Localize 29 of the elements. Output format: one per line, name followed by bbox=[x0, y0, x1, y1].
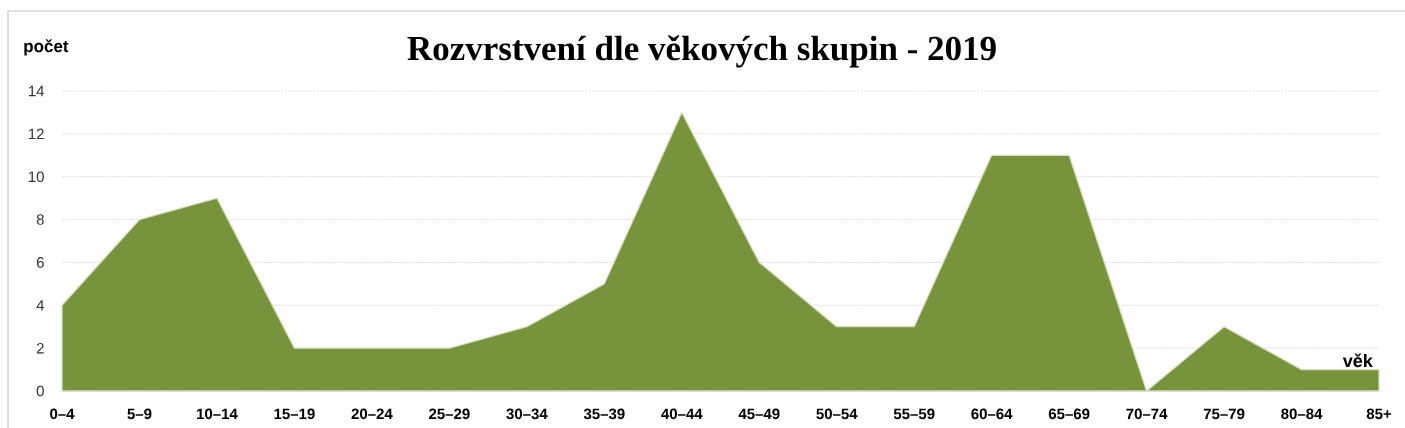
y-tick-label: 4 bbox=[36, 300, 45, 311]
x-tick-label: 20–24 bbox=[351, 408, 393, 420]
y-tick-label: 8 bbox=[36, 214, 44, 225]
x-tick-label: 25–29 bbox=[429, 408, 470, 420]
x-tick-label: 0–4 bbox=[50, 408, 75, 420]
y-tick-label: 14 bbox=[28, 85, 45, 97]
y-tick-label: 10 bbox=[28, 171, 44, 183]
x-tick-label: 40–44 bbox=[661, 408, 703, 420]
y-tick-label: 12 bbox=[28, 128, 44, 140]
x-tick-label: 15–19 bbox=[274, 408, 315, 420]
x-tick-label: 75–79 bbox=[1203, 408, 1245, 420]
x-tick-label: 80–84 bbox=[1281, 408, 1323, 420]
x-tick-label: 10–14 bbox=[197, 408, 238, 420]
x-tick-label: 70–74 bbox=[1126, 408, 1168, 420]
x-tick-label: 5–9 bbox=[127, 408, 152, 420]
x-tick-label: 50–54 bbox=[816, 408, 858, 420]
x-tick-label: 85+ bbox=[1366, 408, 1392, 420]
x-tick-label: 30–34 bbox=[506, 408, 548, 420]
x-tick-label: 60–64 bbox=[971, 408, 1013, 420]
x-tick-label: 45–49 bbox=[738, 408, 780, 420]
y-tick-label: 2 bbox=[36, 342, 44, 354]
y-axis-title: počet bbox=[24, 39, 69, 56]
y-tick-label: 0 bbox=[36, 385, 44, 397]
x-tick-label: 65–69 bbox=[1048, 408, 1090, 420]
x-tick-label: 55–59 bbox=[893, 408, 935, 420]
y-tick-label: 6 bbox=[36, 257, 44, 268]
chart-title: Rozvrstvení dle věkových skupin - 2019 bbox=[407, 35, 996, 68]
x-tick-label: 35–39 bbox=[583, 408, 625, 420]
x-axis-title: věk bbox=[1342, 353, 1373, 368]
